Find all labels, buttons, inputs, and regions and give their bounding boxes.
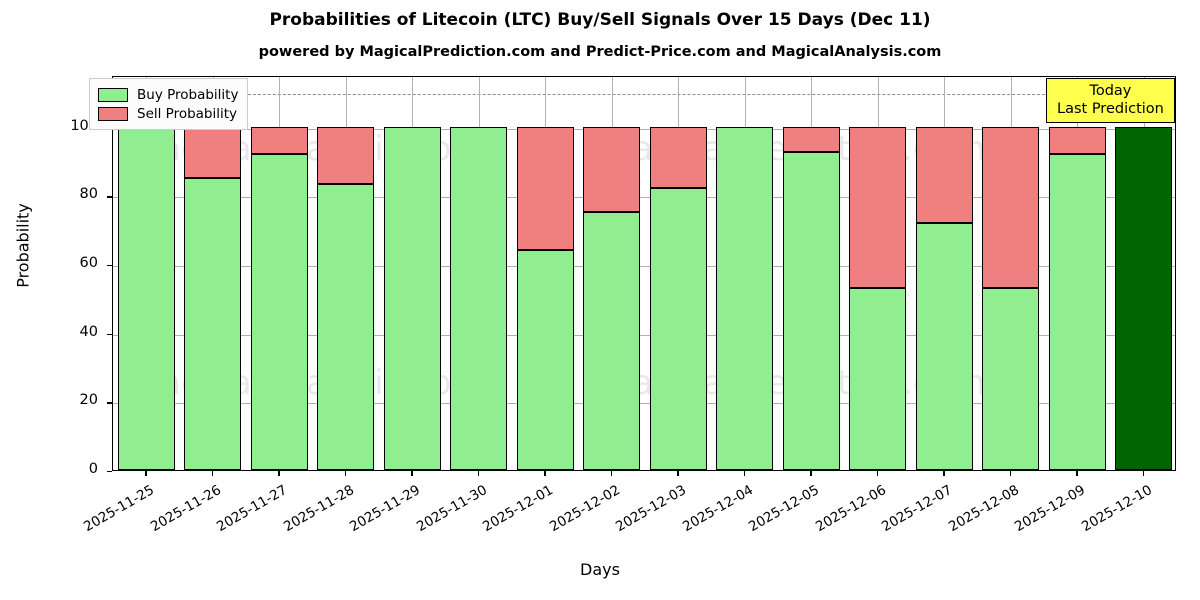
x-axis-tick-mark [876,471,879,476]
x-axis-tick-mark [1009,471,1012,476]
bar-column[interactable] [849,75,907,470]
y-axis-tick-label: 0 [88,461,98,477]
legend-item-buy: Buy Probability [98,85,238,104]
chart-subtitle: powered by MagicalPrediction.com and Pre… [258,44,942,60]
gridline-y-20 [113,403,1175,405]
bar-segment-sell[interactable] [649,126,707,189]
legend-label-sell: Sell Probability [137,105,238,122]
bar-segment-buy[interactable] [516,250,574,470]
x-axis-tick-mark [810,471,812,476]
today-annotation-line2: Last Prediction [1057,101,1164,118]
bar-segment-buy[interactable] [317,183,375,470]
bar-column[interactable] [117,75,175,470]
bar-segment-buy[interactable] [450,126,508,470]
bar-column[interactable] [716,75,774,470]
y-axis-tick-label: 80 [79,186,98,203]
bar-segment-sell[interactable] [317,126,375,184]
y-axis-tick-mark [107,471,112,473]
x-axis-tick-mark [743,471,746,476]
x-axis-tick-mark [344,471,347,476]
bars-layer [113,77,1175,470]
legend-item-sell: Sell Probability [98,104,238,123]
bar-segment-buy[interactable] [649,188,707,470]
today-annotation-line1: Today [1089,83,1132,99]
bar-column[interactable] [250,75,308,470]
bar-column[interactable] [782,75,840,470]
y-axis-label: Probability [13,203,33,288]
bar-column[interactable] [317,75,375,470]
bar-segment-buy[interactable] [383,126,441,470]
x-axis-tick-mark [477,471,480,476]
legend-swatch-sell-icon [98,106,128,121]
x-axis-tick-mark [544,471,546,476]
plot-area: MagicalAnalysis.comMagicalPrediction.com… [112,76,1176,471]
x-axis-tick-mark [1076,471,1078,476]
bar-column[interactable] [1115,75,1173,470]
bar-segment-sell[interactable] [583,126,641,213]
bar-segment-sell[interactable] [915,126,973,223]
x-axis-tick-mark [278,471,280,476]
y-axis-tick-label: 60 [79,254,98,271]
bar-segment-buy[interactable] [849,287,907,470]
bar-segment-sell[interactable] [516,126,574,251]
x-axis-tick-mark [1142,471,1145,476]
bar-column[interactable] [516,75,574,470]
bar-column[interactable] [649,75,707,470]
bar-column[interactable] [915,75,973,470]
x-axis-tick-mark [677,471,679,476]
legend-swatch-buy-icon [98,87,128,102]
gridline-y-100 [113,128,1175,130]
bar-column[interactable] [383,75,441,470]
x-axis-label: Days [580,560,620,579]
bar-segment-sell[interactable] [250,126,308,154]
legend-label-buy: Buy Probability [137,86,239,103]
x-axis-tick-mark [610,471,613,476]
bar-segment-sell[interactable] [982,126,1040,288]
y-axis-tick-mark [107,333,112,335]
bar-column[interactable] [184,75,242,470]
bar-segment-buy[interactable] [583,212,641,470]
bar-segment-today[interactable] [1115,126,1173,470]
bar-column[interactable] [450,75,508,470]
x-axis-tick-mark [211,471,214,476]
today-annotation: Today Last Prediction [1046,78,1175,124]
bar-segment-buy[interactable] [716,126,774,470]
x-axis-tick-mark [145,471,147,476]
x-axis-tick-mark [943,471,945,476]
gridline-y-80 [113,197,1175,199]
bar-segment-sell[interactable] [1048,126,1106,154]
bar-column[interactable] [583,75,641,470]
gridline-y-60 [113,265,1175,267]
y-axis-tick-mark [107,196,112,198]
bar-segment-buy[interactable] [1048,154,1106,470]
bar-column[interactable] [1048,75,1106,470]
reference-dashed-line [113,94,1175,96]
bar-segment-buy[interactable] [184,178,242,470]
bar-segment-sell[interactable] [849,126,907,288]
bar-column[interactable] [982,75,1040,470]
bar-segment-sell[interactable] [782,126,840,153]
y-axis-tick-label: 20 [79,392,98,409]
bar-segment-buy[interactable] [117,126,175,470]
bar-segment-buy[interactable] [915,222,973,470]
bar-segment-buy[interactable] [250,154,308,470]
bar-segment-buy[interactable] [982,287,1040,470]
x-axis-tick-mark [411,471,413,476]
gridline-y-40 [113,334,1175,336]
chart-title: Probabilities of Litecoin (LTC) Buy/Sell… [269,10,931,30]
chart-legend: Buy Probability Sell Probability [89,78,249,130]
y-axis-tick-mark [107,264,112,267]
y-axis-tick-label: 40 [79,323,98,340]
bar-segment-buy[interactable] [782,152,840,470]
y-axis-tick-mark [107,402,112,404]
bar-segment-sell[interactable] [184,126,242,179]
